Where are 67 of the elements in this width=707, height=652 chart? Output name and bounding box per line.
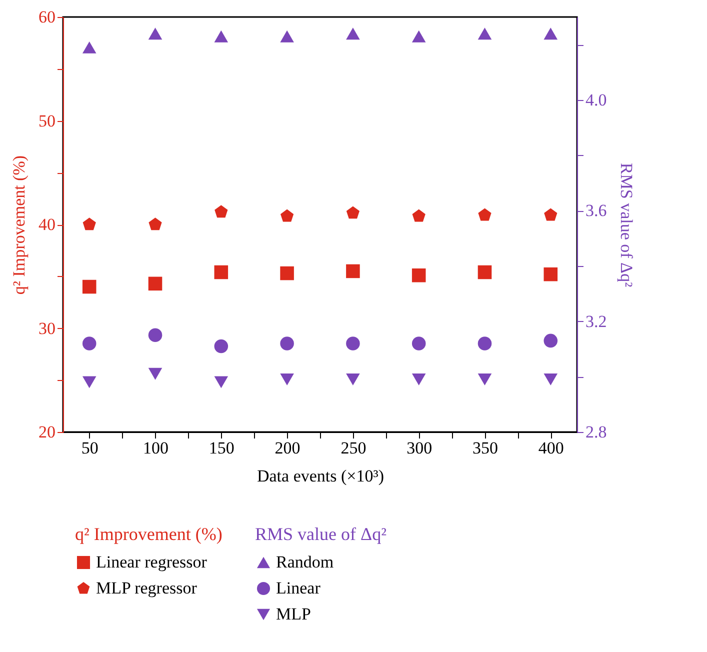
point <box>82 218 96 230</box>
y2-tick-label: 4.0 <box>586 90 607 110</box>
point <box>214 339 228 354</box>
x-tick-label: 250 <box>340 438 366 458</box>
point <box>214 376 228 388</box>
point <box>82 280 96 294</box>
point <box>280 266 294 280</box>
point <box>280 336 294 350</box>
point <box>544 28 558 40</box>
point <box>346 264 360 278</box>
point <box>214 265 228 280</box>
x-tick-label: 300 <box>406 438 432 458</box>
point <box>346 336 360 350</box>
text: RMS value of Δq² <box>255 524 386 544</box>
legend-label: Linear <box>276 578 321 598</box>
point <box>478 28 492 40</box>
y2-tick-label: 2.8 <box>586 422 607 442</box>
point <box>412 209 426 222</box>
point <box>544 334 558 348</box>
point <box>346 28 360 40</box>
y2-axis-title: RMS value of Δq² <box>616 162 636 288</box>
x-axis-title: Data events (×10³) <box>256 466 384 486</box>
point <box>412 336 426 350</box>
point <box>346 206 360 219</box>
x-tick-label: 150 <box>208 438 234 458</box>
point <box>478 336 492 350</box>
y2-tick-label: 3.2 <box>586 312 607 331</box>
y-tick-label: 30 <box>38 318 56 338</box>
point <box>148 28 162 40</box>
point <box>214 30 228 42</box>
point <box>412 30 426 42</box>
y-tick-label: 40 <box>38 215 56 234</box>
point <box>148 276 162 291</box>
point <box>82 336 96 350</box>
legend-label: MLP regressor <box>96 578 198 598</box>
point <box>544 373 558 386</box>
y-tick-label: 20 <box>38 422 56 442</box>
x-tick-label: 100 <box>143 438 169 458</box>
text: q² Improvement (%) <box>75 524 222 544</box>
point <box>412 268 426 282</box>
point <box>412 373 426 386</box>
point <box>280 373 294 386</box>
point <box>148 368 162 380</box>
point <box>346 373 360 386</box>
x-tick-label: 400 <box>538 438 564 458</box>
legend-label: MLP <box>276 604 311 624</box>
point <box>214 205 228 218</box>
x-tick-label: 50 <box>81 438 98 458</box>
y-tick-label: 60 <box>38 8 56 26</box>
point <box>478 373 492 386</box>
point <box>148 328 162 342</box>
point <box>280 209 294 222</box>
x-tick-label: 350 <box>472 438 498 458</box>
y-axis-title: q² Improvement (%) <box>10 155 28 295</box>
point <box>82 41 96 54</box>
point <box>544 208 558 221</box>
point <box>82 376 96 388</box>
point <box>148 218 162 230</box>
y2-tick-label: 3.6 <box>586 201 607 220</box>
legend-label: Linear regressor <box>96 552 208 572</box>
y-tick-label: 50 <box>38 111 56 130</box>
point <box>478 208 492 221</box>
point <box>478 265 492 280</box>
point <box>280 30 294 42</box>
point <box>544 267 558 282</box>
x-tick-label: 200 <box>274 438 300 458</box>
legend-label: Random <box>276 552 334 572</box>
